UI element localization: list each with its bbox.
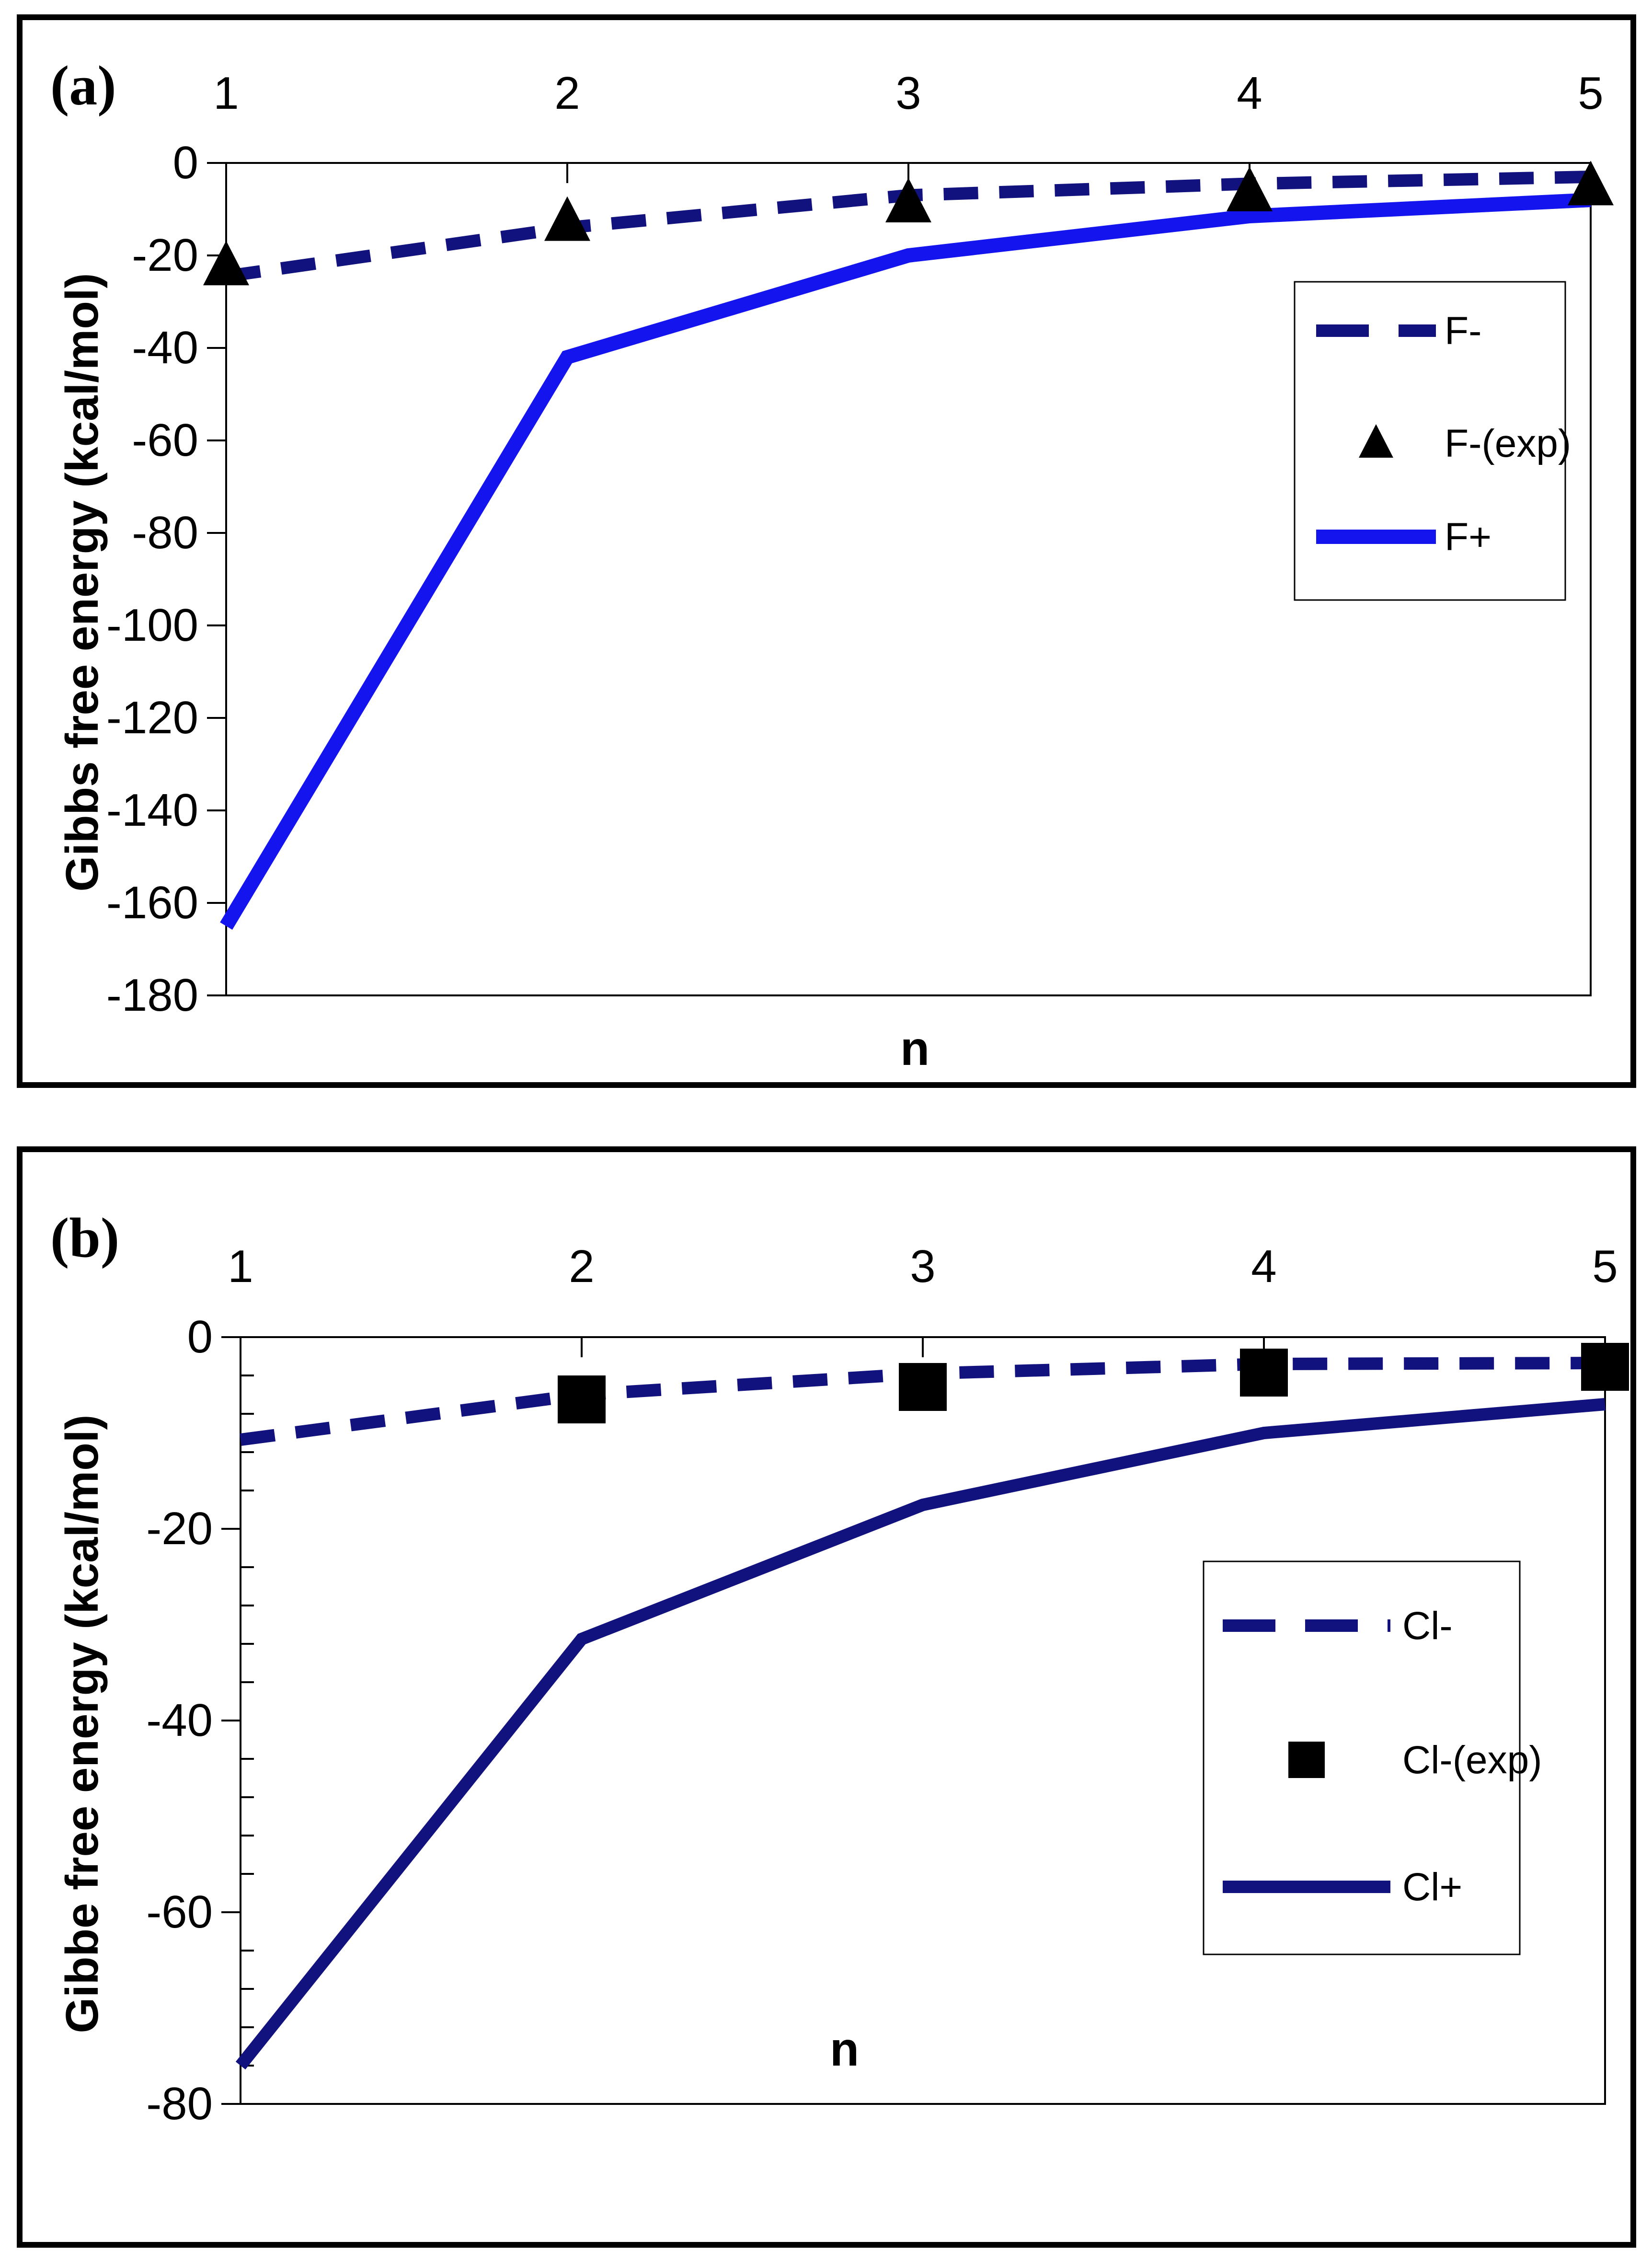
series-line-F+ (220, 193, 1591, 930)
series-marker-F-(exp) (544, 196, 590, 241)
series-line-Cl+ (235, 1398, 1606, 2070)
legend-label-F+: F+ (1445, 515, 1491, 559)
y-tick-label: -60 (132, 415, 198, 466)
legend-label-F-: F- (1445, 309, 1481, 353)
series-marker-F-(exp) (203, 241, 249, 286)
y-tick-label: -140 (106, 785, 198, 836)
panel-a-x-axis-title: n (900, 1022, 930, 1075)
x-tick-label: 1 (228, 1241, 253, 1292)
y-tick-label: -40 (132, 322, 198, 373)
series-marker-Cl-(exp) (899, 1363, 947, 1411)
legend-label-Cl-(exp): Cl-(exp) (1402, 1738, 1542, 1782)
y-tick-label: -20 (146, 1503, 213, 1554)
y-tick-label: -40 (146, 1695, 213, 1746)
series-marker-F-(exp) (1227, 166, 1273, 211)
y-tick-label: -120 (106, 692, 198, 743)
series-marker-F-(exp) (885, 178, 931, 223)
y-tick-label: -180 (106, 970, 198, 1021)
y-tick-label: -80 (146, 2078, 213, 2129)
panel-a-letter: (a) (50, 54, 116, 117)
y-tick-label: -100 (106, 600, 198, 651)
chart-b-svg: 1 2 3 4 5 0 -20 -40 -60 -80 Cl- Cl-(exp) Cl+ (146, 1241, 1629, 2129)
x-tick-label: 5 (1578, 68, 1603, 119)
series-marker-Cl-(exp) (1240, 1349, 1288, 1397)
y-tick-label: -160 (106, 877, 198, 928)
chart-a-svg: 1 2 3 4 5 0 -20 -40 -60 -80 -100 -120 -140 -160 -180 F-… (106, 68, 1614, 1021)
x-tick-label: 2 (569, 1241, 594, 1292)
legend-sample-Cl-(exp) (1288, 1742, 1325, 1778)
x-tick-label: 4 (1237, 68, 1262, 119)
x-tick-label: 4 (1251, 1241, 1276, 1292)
panel-b-letter: (b) (50, 1206, 120, 1269)
legend-label-F-(exp): F-(exp) (1445, 422, 1571, 465)
y-tick-label: -80 (132, 507, 198, 558)
x-tick-label: 5 (1592, 1241, 1618, 1292)
x-tick-label: 1 (213, 68, 239, 119)
panel-b-x-axis-title: n (830, 2022, 860, 2076)
series-marker-Cl-(exp) (1581, 1343, 1629, 1391)
y-tick-label: 0 (173, 137, 198, 188)
y-tick-label: -60 (146, 1886, 213, 1938)
legend-sample-F-(exp) (1359, 424, 1393, 458)
y-tick-label: -20 (132, 230, 198, 281)
legend-label-Cl+: Cl+ (1402, 1865, 1462, 1909)
x-tick-label: 3 (910, 1241, 935, 1292)
x-tick-label: 3 (895, 68, 921, 119)
series-marker-Cl-(exp) (558, 1375, 606, 1423)
x-tick-label: 2 (554, 68, 580, 119)
legend-label-Cl-: Cl- (1402, 1604, 1453, 1648)
y-tick-label: 0 (187, 1311, 213, 1363)
series-marker-F-(exp) (1568, 161, 1614, 206)
